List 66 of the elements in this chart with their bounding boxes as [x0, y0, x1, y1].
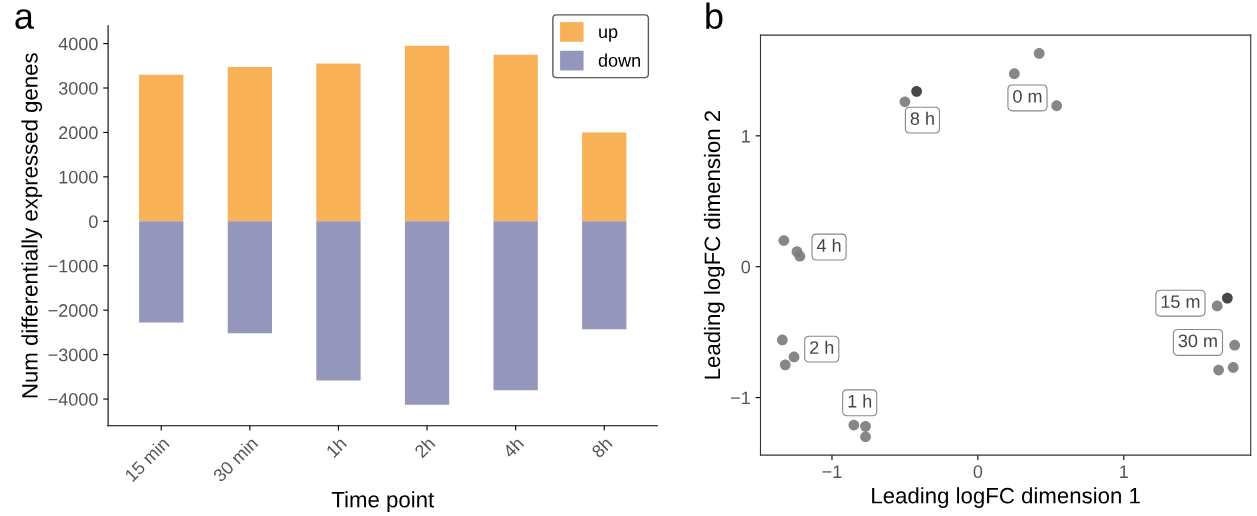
point — [860, 420, 871, 432]
annotation: 0 m — [1013, 89, 1042, 103]
y-tick-label: 0 — [89, 215, 98, 229]
x-tick-label: 2h — [413, 436, 436, 459]
legend-label: down — [598, 53, 640, 67]
bar — [139, 74, 184, 222]
annotation: 30 m — [1178, 334, 1217, 348]
y-tick-label: −3000 — [48, 348, 98, 362]
y-axis-title: Num differentially expressed genes — [21, 53, 43, 398]
bar — [404, 221, 450, 405]
x-tick-label: −1 — [822, 465, 842, 478]
bar — [227, 67, 273, 222]
bar — [404, 45, 450, 222]
x-tick-label: 0 — [973, 465, 983, 479]
y-tick-label: 4000 — [58, 37, 98, 51]
point — [778, 235, 790, 246]
x-tick-label: 30 min — [212, 436, 259, 483]
y-axis-title: Leading logFC dimension 2 — [703, 110, 725, 379]
y-tick-label: 1 — [742, 129, 750, 143]
point — [776, 334, 788, 346]
y-tick-label: 3000 — [58, 81, 98, 95]
point — [848, 419, 860, 431]
point — [899, 96, 911, 108]
bar — [493, 221, 538, 391]
annotation: 4 h — [816, 238, 841, 252]
point — [1221, 292, 1233, 304]
y-tick-label: −4000 — [48, 392, 98, 406]
point — [788, 351, 800, 363]
point — [1229, 339, 1241, 351]
point — [860, 431, 871, 443]
bar — [582, 132, 627, 222]
bar — [316, 221, 361, 381]
point — [1051, 100, 1063, 112]
point — [1008, 68, 1020, 80]
point — [1033, 48, 1045, 59]
point — [911, 85, 922, 97]
point — [1227, 362, 1239, 373]
chart-title: b — [706, 2, 723, 29]
y-tick-label: 2000 — [59, 126, 98, 140]
x-tick-label: 1h — [325, 436, 347, 458]
y-tick-label: 1000 — [59, 170, 98, 184]
bar — [227, 221, 273, 334]
y-tick-label: −1 — [731, 391, 750, 405]
x-tick-label: 4h — [501, 436, 525, 459]
x-tick-label: 1 — [1120, 465, 1128, 478]
bar — [582, 221, 627, 330]
point — [779, 359, 791, 371]
x-tick-label: 8h — [590, 436, 613, 459]
annotation: 15 m — [1161, 295, 1200, 309]
annotation: 2 h — [810, 340, 834, 354]
x-tick-label: 15 min — [123, 436, 170, 483]
x-axis-title: Leading logFC dimension 1 — [872, 487, 1140, 508]
y-tick-label: −1000 — [48, 259, 98, 273]
point — [794, 250, 806, 262]
legend-label: up — [599, 28, 618, 42]
bar — [316, 63, 361, 222]
point — [1213, 364, 1224, 376]
annotation: 8 h — [910, 111, 934, 125]
annotation: 1 h — [848, 394, 872, 408]
bar — [493, 54, 538, 222]
x-axis-title: Time point — [331, 491, 435, 512]
chart-title: a — [15, 9, 34, 29]
bar — [139, 221, 184, 323]
point — [1211, 300, 1223, 312]
y-tick-label: −2000 — [48, 304, 98, 317]
y-tick-label: 0 — [741, 260, 751, 274]
